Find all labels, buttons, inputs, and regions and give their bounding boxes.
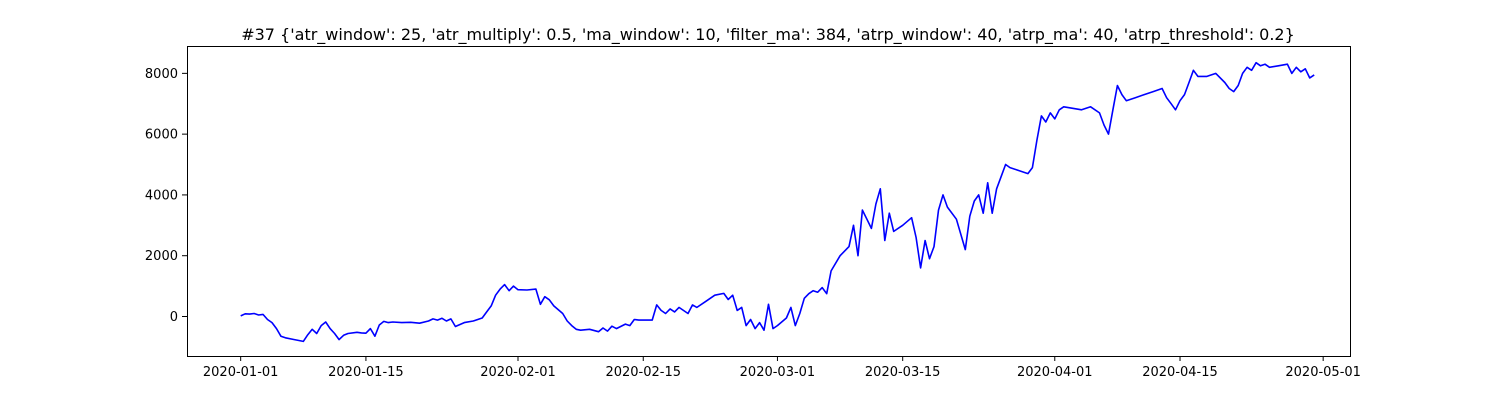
x-axis: 2020-01-01 2020-01-15 2020-02-01 2020-02-15… — [203, 356, 1361, 380]
x-tick-label: 2020-04-01 — [1017, 365, 1093, 380]
x-tick-label: 2020-05-01 — [1285, 365, 1361, 380]
y-axis: 0 2000 4000 6000 8000 — [145, 67, 187, 325]
y-tick-label: 6000 — [145, 128, 178, 143]
chart-title: #37 {'atr_window': 25, 'atr_multiply': 0… — [241, 25, 1295, 45]
y-tick-label: 4000 — [145, 188, 178, 203]
x-tick-label: 2020-01-01 — [203, 365, 279, 380]
plot-area — [240, 61, 1315, 343]
y-tick-label: 8000 — [145, 67, 178, 82]
x-tick-label: 2020-02-01 — [480, 365, 556, 380]
y-tick-label: 0 — [170, 310, 178, 325]
y-tick-label: 2000 — [145, 249, 178, 264]
x-tick-label: 2020-01-15 — [328, 365, 404, 380]
x-tick-label: 2020-03-01 — [740, 365, 816, 380]
series-line — [240, 61, 1315, 343]
x-tick-label: 2020-04-15 — [1142, 365, 1218, 380]
x-tick-label: 2020-03-15 — [865, 365, 941, 380]
plot-frame — [187, 46, 1351, 357]
x-tick-label: 2020-02-15 — [605, 365, 681, 380]
